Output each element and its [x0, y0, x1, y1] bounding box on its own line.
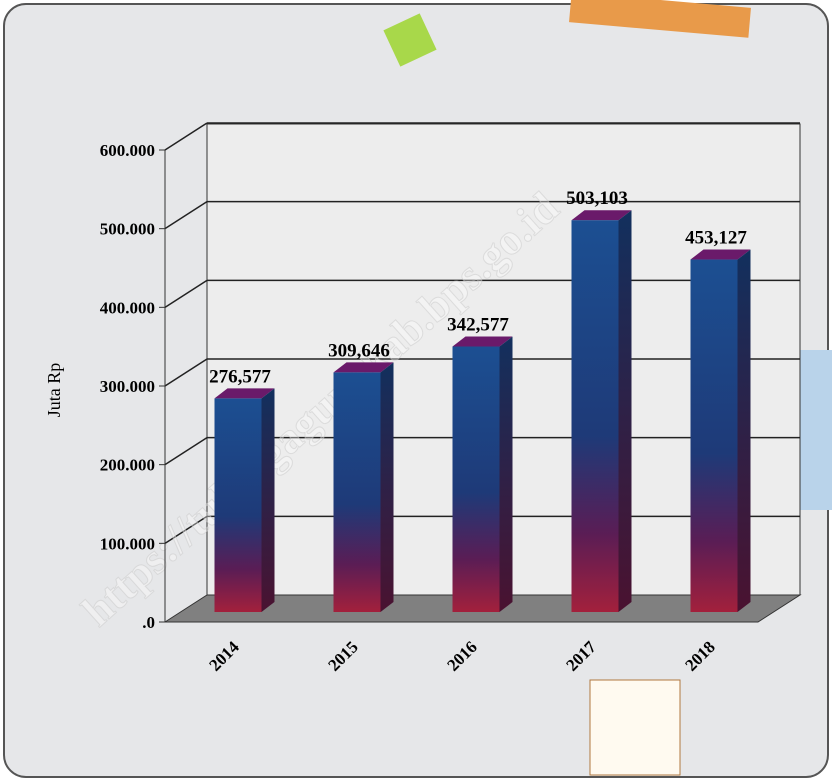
grid-line [164, 358, 208, 387]
data-label: 309,646 [328, 340, 390, 361]
y-tick-label: 200.000 [100, 456, 155, 475]
bar [452, 346, 500, 612]
bar [571, 220, 619, 612]
y-tick-label: 400.000 [100, 298, 155, 317]
bar [333, 372, 381, 612]
bar [690, 259, 738, 612]
y-tick-label: .0 [142, 613, 155, 632]
grid-line [164, 201, 208, 230]
bar-side [261, 388, 275, 612]
bar [214, 398, 262, 612]
bar-side [737, 249, 751, 612]
decoration [569, 0, 751, 38]
data-label: 276,577 [209, 366, 271, 387]
y-tick-label: 100.000 [100, 534, 155, 553]
bar-top [452, 336, 513, 347]
bar-top [333, 362, 394, 373]
data-label: 503,103 [566, 188, 628, 209]
grid-line [164, 279, 208, 308]
grid-line [164, 122, 208, 151]
y-tick-label: 500.000 [100, 220, 155, 239]
grid-line [164, 515, 208, 544]
bar-top [690, 249, 751, 260]
y-tick-label: 600.000 [100, 141, 155, 160]
bar-side [380, 362, 394, 612]
decoration [589, 679, 681, 776]
bar-side [499, 336, 513, 612]
decoration [383, 13, 437, 67]
bar-top [571, 210, 632, 221]
data-label: 453,127 [685, 228, 747, 249]
grid-line [164, 437, 208, 466]
y-axis-title: Juta Rp [44, 363, 64, 418]
y-tick-label: 300.000 [100, 377, 155, 396]
bar-top [214, 388, 275, 399]
bar-side [618, 210, 632, 612]
data-label: 342,577 [447, 315, 509, 336]
